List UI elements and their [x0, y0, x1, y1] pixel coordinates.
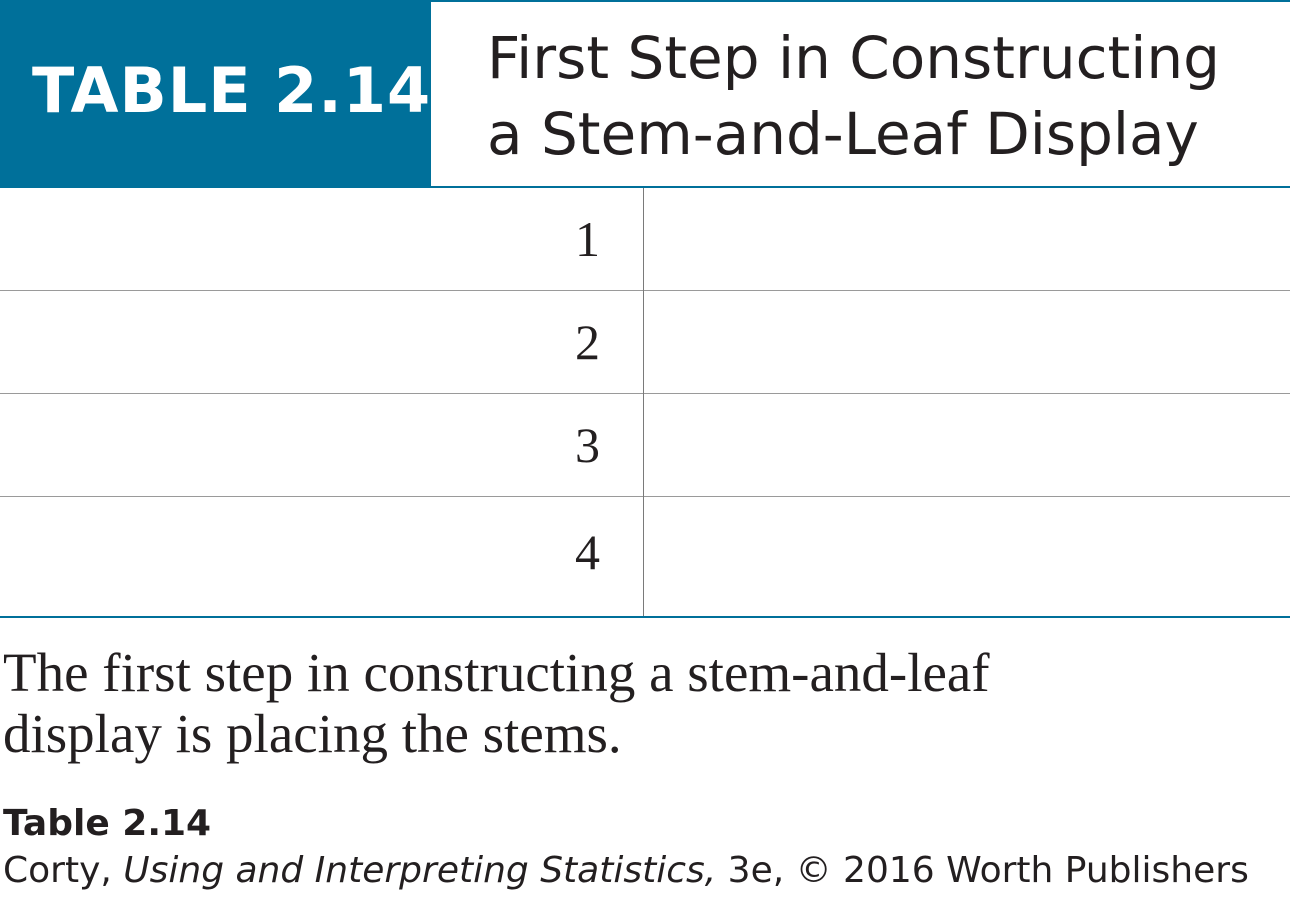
- table-label: TABLE 2.14: [32, 54, 432, 127]
- column-divider: [643, 188, 644, 616]
- stem-cell: 3: [575, 417, 600, 473]
- top-rule: [431, 0, 1290, 2]
- stem-cell: 4: [575, 524, 600, 580]
- table-title-line-1: First Step in Constructing: [487, 24, 1220, 92]
- table-row: 3: [0, 394, 1290, 497]
- table-row: 2: [0, 291, 1290, 394]
- table-label-box: TABLE 2.14: [0, 0, 431, 186]
- table-row: 4: [0, 497, 1290, 617]
- caption-line-2: display is placing the stems.: [3, 703, 622, 764]
- source-publisher: 3e, © 2016 Worth Publishers: [716, 850, 1249, 891]
- stem-cell: 2: [575, 314, 600, 370]
- stem-cell: 1: [575, 211, 600, 267]
- header-rule: [0, 186, 1290, 188]
- bottom-rule: [0, 616, 1290, 618]
- table-caption: The first step in constructing a stem-an…: [3, 642, 1283, 764]
- source-book-title: Using and Interpreting Statistics,: [123, 850, 717, 891]
- source-title: Table 2.14: [3, 803, 212, 844]
- table-title: First Step in Constructing a Stem-and-Le…: [487, 20, 1287, 172]
- table-row: 1: [0, 188, 1290, 291]
- source-author: Corty,: [3, 850, 124, 891]
- table-title-line-2: a Stem-and-Leaf Display: [487, 100, 1199, 168]
- stem-table: 1 2 3 4: [0, 188, 1290, 617]
- caption-line-1: The first step in constructing a stem-an…: [3, 642, 990, 703]
- source-credit: Corty, Using and Interpreting Statistics…: [3, 850, 1249, 891]
